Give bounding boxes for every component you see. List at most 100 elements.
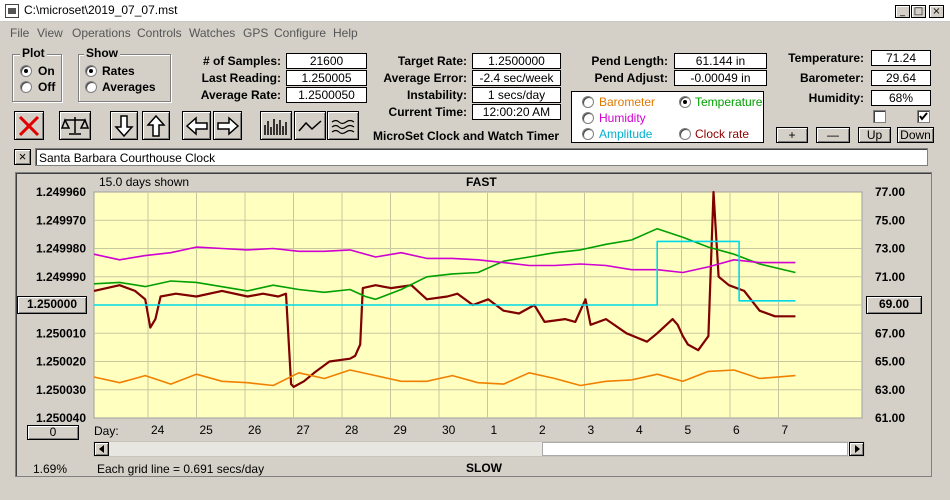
plot-off-radio[interactable]	[20, 81, 32, 93]
red-x-icon	[18, 115, 40, 137]
current-time-value: 12:00:20 AM	[472, 104, 561, 120]
bar-chart-button[interactable]	[260, 111, 292, 140]
average-rate-label: Average Rate:	[200, 88, 281, 102]
temperature-radio[interactable]	[679, 96, 691, 108]
up-button[interactable]: Up	[858, 127, 891, 143]
barometer-option-label: Barometer	[599, 95, 656, 109]
x-tick-label: 25	[200, 423, 214, 437]
pend-length-value[interactable]: 61.144 in	[674, 53, 767, 69]
x-tick-label: 24	[151, 423, 165, 437]
y-right-tick-label: 67.00	[875, 326, 905, 340]
x-tick-label: 26	[248, 423, 262, 437]
x-tick-label: 5	[685, 423, 692, 437]
percent-label: 1.69%	[33, 462, 68, 476]
menu-controls[interactable]: Controls	[137, 26, 182, 40]
pend-length-label: Pend Length:	[591, 54, 668, 68]
arrow-up-icon	[146, 114, 166, 137]
menu-file[interactable]: File	[10, 26, 30, 40]
line-chart-icon	[298, 120, 322, 132]
x-tick-label: 29	[394, 423, 408, 437]
x-tick-label: 27	[297, 423, 311, 437]
down-button[interactable]: Down	[897, 127, 934, 143]
arrow-up-button[interactable]	[142, 111, 170, 140]
clock-name-field[interactable]: Santa Barbara Courthouse Clock	[35, 148, 928, 166]
bar-chart-icon	[264, 119, 287, 135]
y-right-tick-label: 63.00	[875, 383, 905, 397]
menu-view[interactable]: View	[37, 26, 63, 40]
humidity-radio[interactable]	[582, 112, 594, 124]
barometer-radio[interactable]	[582, 96, 594, 108]
y-left-tick-label: 1.249970	[36, 213, 86, 227]
balance-button[interactable]	[59, 111, 91, 140]
plot-on-label: On	[38, 64, 55, 78]
checkmark-icon	[919, 112, 928, 121]
amplitude-radio[interactable]	[582, 128, 594, 140]
humidity-option-label: Humidity	[599, 111, 646, 125]
target-rate-value[interactable]: 1.2500000	[472, 53, 561, 69]
close-clock-button[interactable]: ×	[14, 149, 31, 165]
scale-icon	[61, 117, 89, 135]
minimize-button[interactable]: _	[895, 5, 910, 18]
grid-note: Each grid line = 0.691 secs/day	[97, 462, 265, 476]
x-tick-label: 6	[733, 423, 740, 437]
checkbox-left[interactable]	[873, 110, 886, 123]
plus-button[interactable]: +	[776, 127, 808, 143]
scroll-left-button[interactable]	[94, 442, 109, 456]
center-temperature-button[interactable]: 69.00	[866, 296, 922, 314]
menu-help[interactable]: Help	[333, 26, 358, 40]
pend-adjust-value: -0.00049 in	[674, 70, 767, 86]
show-rates-radio[interactable]	[85, 65, 97, 77]
clock-rate-radio[interactable]	[679, 128, 691, 140]
menu-operations[interactable]: Operations	[72, 26, 131, 40]
current-time-label: Current Time:	[388, 105, 467, 119]
amplitude-option-label: Amplitude	[599, 127, 653, 141]
y-right-tick-label: 77.00	[875, 185, 905, 199]
y-left-tick-label: 1.249960	[36, 185, 86, 199]
x-tick-label: 3	[588, 423, 595, 437]
arrow-down-button[interactable]	[110, 111, 138, 140]
last-reading-label: Last Reading:	[201, 71, 281, 85]
app-icon	[5, 4, 19, 18]
x-tick-label: 28	[345, 423, 359, 437]
barometer-label: Barometer:	[799, 71, 864, 85]
last-reading-value: 1.250005	[286, 70, 367, 86]
slow-label: SLOW	[466, 461, 502, 475]
center-rate-button[interactable]: 1.250000	[17, 296, 87, 314]
menu-watches[interactable]: Watches	[189, 26, 236, 40]
y-left-tick-label: 1.250030	[36, 383, 86, 397]
clear-button[interactable]	[14, 111, 44, 140]
x-tick-label: 2	[539, 423, 546, 437]
arrow-right-button[interactable]	[213, 111, 242, 140]
checkbox-right[interactable]	[917, 110, 930, 123]
wave-chart-button[interactable]	[327, 111, 359, 140]
x-tick-label: 7	[782, 423, 789, 437]
show-averages-label: Averages	[102, 80, 156, 94]
x-tick-label: 1	[491, 423, 498, 437]
y-right-tick-label: 65.00	[875, 355, 905, 369]
maximize-button[interactable]: □	[911, 5, 926, 18]
menu-bar: File View Operations Controls Watches GP…	[0, 23, 950, 42]
close-window-button[interactable]: ×	[929, 5, 944, 18]
plot-group-title: Plot	[20, 46, 47, 60]
minus-button[interactable]: —	[816, 127, 850, 143]
x-tick-label: 30	[442, 423, 456, 437]
menu-gps[interactable]: GPS	[243, 26, 269, 40]
scroll-right-button[interactable]	[849, 442, 864, 456]
show-group-title: Show	[84, 46, 120, 60]
menu-configure[interactable]: Configure	[274, 26, 327, 40]
app-caption: MicroSet Clock and Watch Timer	[373, 129, 560, 143]
offset-button[interactable]: 0	[27, 425, 79, 440]
triangle-right-icon	[854, 445, 860, 453]
scrollbar-thumb[interactable]	[542, 442, 848, 456]
show-averages-radio[interactable]	[85, 81, 97, 93]
target-rate-label: Target Rate:	[397, 54, 467, 68]
series-line-1	[93, 227, 796, 301]
arrow-left-button[interactable]	[182, 111, 211, 140]
triangle-left-icon	[98, 445, 104, 453]
y-right-tick-label: 71.00	[875, 270, 905, 284]
average-error-label: Average Error:	[383, 71, 467, 85]
line-chart-button[interactable]	[294, 111, 326, 140]
plot-on-radio[interactable]	[20, 65, 32, 77]
fast-label: FAST	[466, 175, 497, 189]
